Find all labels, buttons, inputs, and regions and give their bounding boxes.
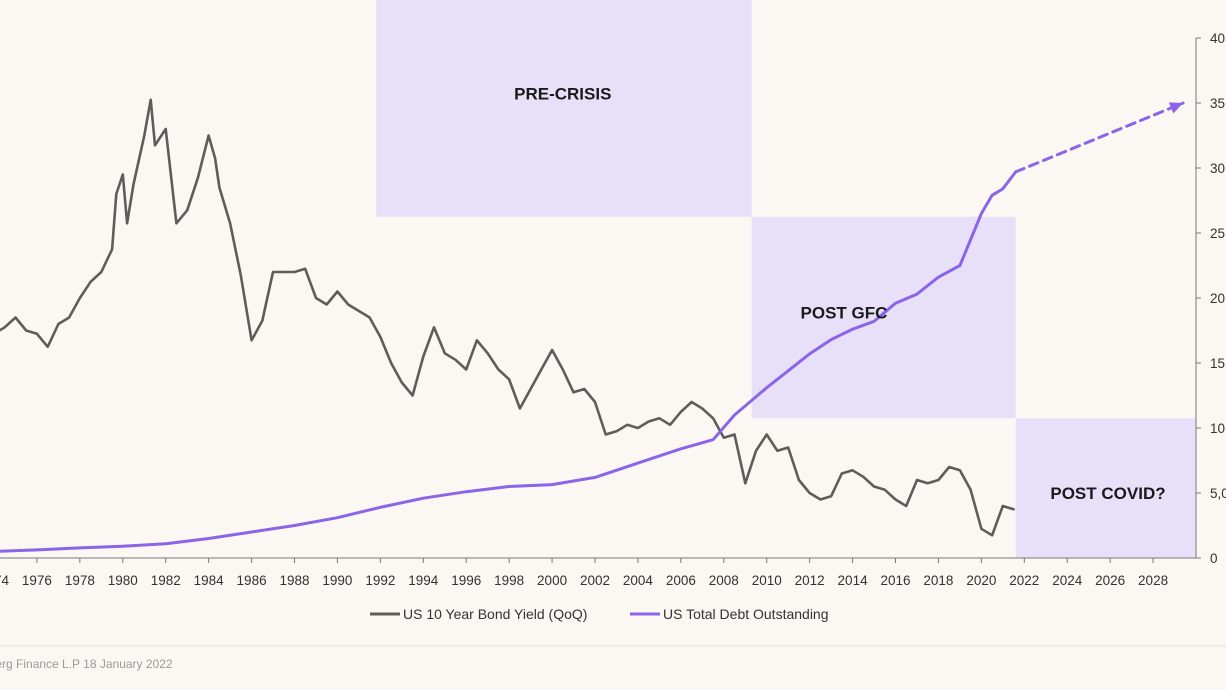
x-tick-label: 1982 — [151, 573, 181, 588]
series-line-3 — [1014, 101, 1185, 174]
x-tick-label: 1974 — [0, 573, 10, 588]
y-tick-label: 5,0 — [1210, 486, 1226, 501]
x-tick-label: 2000 — [537, 573, 567, 588]
x-tick-label: 1976 — [22, 573, 52, 588]
x-tick-label: 1984 — [194, 573, 225, 588]
x-tick-label: 2012 — [795, 573, 825, 588]
source-note: nberg Finance L.P 18 January 2022 — [0, 657, 173, 671]
x-tick-label: 2018 — [923, 573, 953, 588]
era-band-3 — [751, 216, 1016, 419]
y-tick-label: 25,0 — [1210, 226, 1226, 241]
y-tick-label: 0 — [1210, 551, 1218, 566]
x-tick-label: 1986 — [237, 573, 267, 588]
y-tick-label: 20,0 — [1210, 291, 1226, 306]
x-tick-label: 2022 — [1009, 573, 1039, 588]
series-lines — [0, 98, 1185, 553]
x-tick-label: 2014 — [838, 573, 869, 588]
x-tick-label: 2010 — [752, 573, 782, 588]
x-tick-label: 1994 — [408, 573, 439, 588]
x-tick-label: 1980 — [108, 573, 138, 588]
x-tick-label: 2024 — [1052, 573, 1083, 588]
y-tick-label: 35,0 — [1210, 96, 1226, 111]
series-line-1 — [0, 98, 1015, 537]
x-tick-label: 1992 — [365, 573, 395, 588]
x-tick-label: 1978 — [65, 573, 95, 588]
era-label-2: PRE-CRISIS — [514, 84, 611, 103]
legend-label-2: US Total Debt Outstanding — [663, 606, 829, 622]
x-tick-label: 2002 — [580, 573, 610, 588]
x-tick-label: 2028 — [1138, 573, 1168, 588]
era-label-3: POST GFC — [801, 304, 888, 323]
legend: US 10 Year Bond Yield (QoQ) US Total Debt… — [370, 606, 829, 622]
x-tick-label: 2016 — [880, 573, 910, 588]
y-tick-label: 15,0 — [1210, 356, 1226, 371]
x-tick-label: 2020 — [966, 573, 996, 588]
era-bands — [376, 0, 1196, 558]
x-tick-label: 1990 — [322, 573, 352, 588]
x-tick-label: 2026 — [1095, 573, 1125, 588]
projection-arrowhead — [1168, 102, 1184, 114]
y-tick-label: 40,0 — [1210, 31, 1226, 46]
legend-label-1: US 10 Year Bond Yield (QoQ) — [403, 606, 587, 622]
x-tick-label: 1996 — [451, 573, 481, 588]
x-tick-label: 2006 — [666, 573, 696, 588]
y-tick-label: 10,0 — [1210, 421, 1226, 436]
x-tick-label: 2008 — [709, 573, 739, 588]
x-tick-label: 1988 — [279, 573, 309, 588]
x-tick-label: 2004 — [623, 573, 654, 588]
axes: 1974 1976 1978 1980 1982 1984 1986 1988 1990 1992… — [0, 31, 1226, 647]
y-tick-label: 30,0 — [1210, 161, 1226, 176]
era-band-2 — [376, 0, 752, 217]
series-line-2 — [0, 170, 1018, 553]
era-label-4: POST COVID? — [1050, 484, 1165, 503]
x-tick-label: 1998 — [494, 573, 524, 588]
era-band-4 — [1015, 418, 1196, 558]
